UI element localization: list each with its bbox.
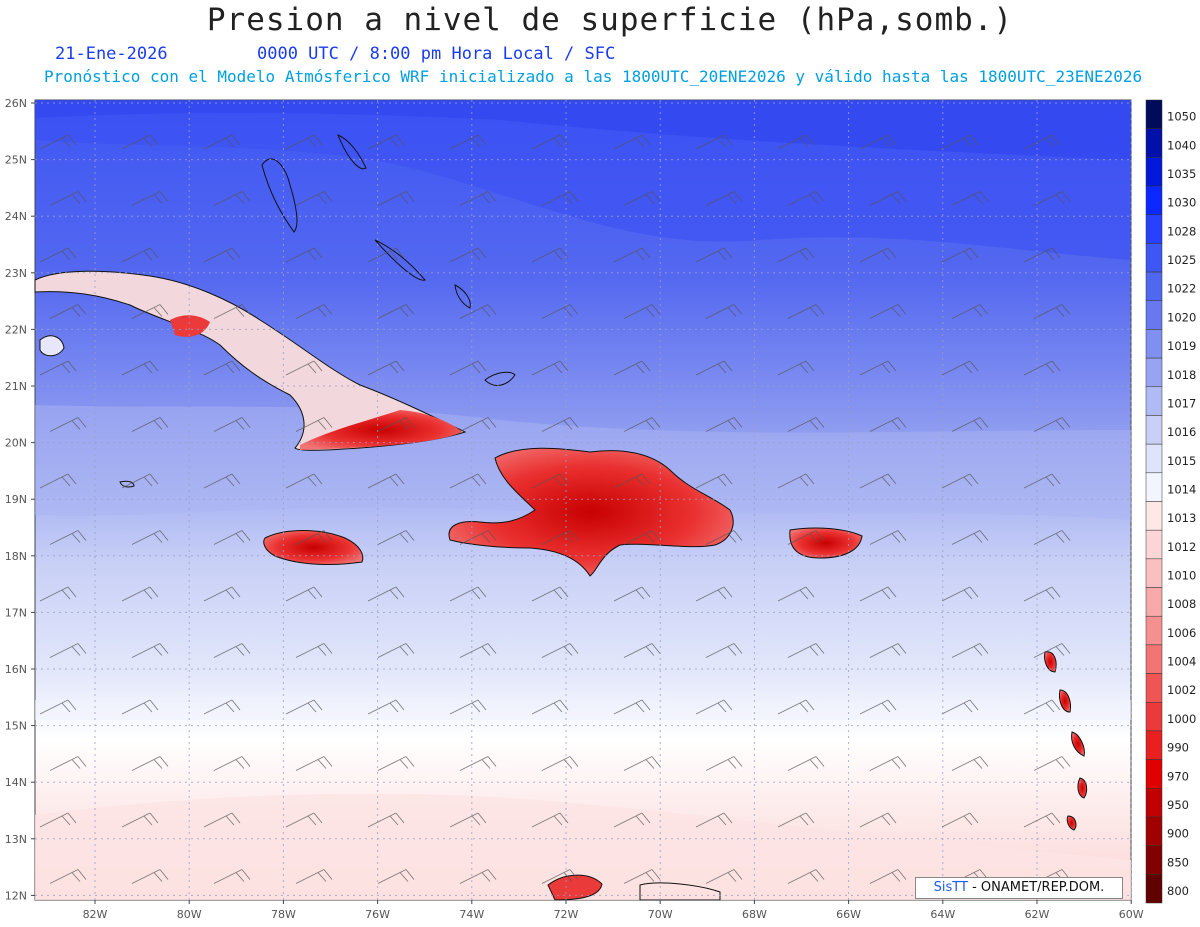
- legend-level-label: 1020: [1167, 310, 1196, 324]
- legend-swatch: [1145, 615, 1163, 646]
- lat-label: 12N: [5, 889, 27, 902]
- forecast-info: Pronóstico con el Modelo Atmósferico WRF…: [44, 67, 1143, 86]
- legend-swatch: [1145, 587, 1163, 617]
- legend-swatch: [1145, 472, 1163, 502]
- lon-label: 72W: [554, 908, 579, 921]
- legend-swatch: [1145, 128, 1163, 158]
- plot-area: [34, 99, 1132, 901]
- lat-label: 22N: [5, 323, 27, 336]
- legend-level-label: 1035: [1167, 167, 1196, 181]
- puerto-rico-island: [789, 527, 863, 559]
- legend-swatch: [1145, 558, 1163, 588]
- legend-swatch: [1145, 214, 1163, 244]
- legend-swatch: [1145, 501, 1163, 531]
- legend-swatch: [1145, 99, 1163, 129]
- legend-level-label: 1016: [1167, 425, 1196, 439]
- legend-swatch: [1145, 644, 1163, 674]
- latitude-labels: 26N 25N 24N 23N 22N 21N 20N 19N 18N 17N 16N 15N 14N 1…: [5, 97, 35, 902]
- legend-level-label: 1040: [1167, 138, 1196, 152]
- lat-label: 15N: [5, 720, 27, 733]
- legend-swatch: [1145, 529, 1163, 560]
- map-title: Presion a nivel de superficie (hPa,somb.…: [206, 2, 1014, 38]
- legend-level-label: 1019: [1167, 339, 1196, 353]
- lon-label: 62W: [1025, 908, 1050, 921]
- legend-level-label: 1050: [1167, 110, 1196, 124]
- lat-label: 24N: [5, 210, 27, 223]
- legend-level-label: 1013: [1167, 511, 1196, 525]
- legend-swatch: [1145, 759, 1163, 789]
- hispaniola-island: [448, 447, 734, 577]
- legend-level-label: 1030: [1167, 196, 1196, 210]
- legend-level-label: 800: [1167, 884, 1189, 898]
- legend-level-label: 1006: [1167, 626, 1196, 640]
- time-label: 0000 UTC / 8:00 pm Hora Local / SFC: [257, 44, 616, 64]
- legend-swatch: [1145, 329, 1163, 359]
- legend-level-label: 900: [1167, 827, 1189, 841]
- legend-swatch: [1145, 443, 1163, 474]
- credit-box: SisTT - ONAMET/REP.DOM.: [915, 877, 1123, 899]
- lat-label: 16N: [5, 663, 27, 676]
- legend-level-label: 1025: [1167, 253, 1196, 267]
- lat-label: 25N: [5, 154, 27, 167]
- lat-label: 14N: [5, 776, 27, 789]
- legend-swatch: [1145, 300, 1163, 330]
- legend-swatch: [1145, 271, 1163, 302]
- legend-level-label: 970: [1167, 769, 1189, 783]
- lat-lon-grid: [35, 100, 1132, 900]
- legend-level-label: 1008: [1167, 597, 1196, 611]
- lon-label: 66W: [836, 908, 861, 921]
- legend-swatch: [1145, 730, 1163, 760]
- lon-label: 80W: [177, 908, 202, 921]
- legend-swatch: [1145, 816, 1163, 846]
- legend-level-label: 950: [1167, 798, 1189, 812]
- lat-label: 26N: [5, 97, 27, 110]
- longitude-labels: 82W 80W 78W 76W 74W 72W 70W 68W 66W 64W 62W 60W: [83, 900, 1144, 921]
- legend-level-label: 1028: [1167, 224, 1196, 238]
- lat-label: 20N: [5, 437, 27, 450]
- sistt-logo: SisTT: [933, 880, 968, 895]
- lat-label: 18N: [5, 550, 27, 563]
- legend-swatch: [1145, 788, 1163, 818]
- legend-swatch: [1145, 386, 1163, 416]
- legend-level-label: 850: [1167, 855, 1189, 869]
- legend-level-label: 1004: [1167, 655, 1196, 669]
- lon-label: 68W: [742, 908, 767, 921]
- pressure-legend: 1050 1040 1035 1030 1028 1025 1022 1020 1019 1018…: [1145, 99, 1196, 904]
- legend-swatch: [1145, 874, 1163, 904]
- legend-swatch: [1145, 673, 1163, 703]
- legend-level-label: 1012: [1167, 540, 1196, 554]
- lon-label: 64W: [930, 908, 955, 921]
- legend-level-label: 1010: [1167, 569, 1196, 583]
- lon-label: 60W: [1119, 908, 1144, 921]
- legend-level-label: 1022: [1167, 282, 1196, 296]
- legend-level-label: 1018: [1167, 368, 1196, 382]
- date-label: 21-Ene-2026: [55, 44, 168, 64]
- legend-level-label: 1002: [1167, 683, 1196, 697]
- lon-label: 74W: [459, 908, 484, 921]
- wind-barbs: [39, 134, 1071, 884]
- lat-label: 19N: [5, 493, 27, 506]
- lon-label: 70W: [648, 908, 673, 921]
- legend-level-label: 1014: [1167, 482, 1196, 496]
- lat-label: 13N: [5, 833, 27, 846]
- lat-label: 17N: [5, 606, 27, 619]
- legend-swatch: [1145, 357, 1163, 388]
- legend-swatch: [1145, 845, 1163, 875]
- lat-label: 21N: [5, 380, 27, 393]
- legend-level-label: 1000: [1167, 712, 1196, 726]
- credit-text: - ONAMET/REP.DOM.: [972, 880, 1105, 895]
- lon-label: 76W: [365, 908, 390, 921]
- lat-label: 23N: [5, 267, 27, 280]
- legend-swatch: [1145, 702, 1163, 732]
- legend-level-label: 990: [1167, 741, 1189, 755]
- legend-swatch: [1145, 185, 1163, 215]
- legend-level-label: 1017: [1167, 396, 1196, 410]
- legend-swatch: [1145, 415, 1163, 445]
- legend-swatch: [1145, 157, 1163, 187]
- legend-level-label: 1015: [1167, 454, 1196, 468]
- legend-swatch: [1145, 243, 1163, 273]
- lon-label: 78W: [271, 908, 296, 921]
- lon-label: 82W: [83, 908, 108, 921]
